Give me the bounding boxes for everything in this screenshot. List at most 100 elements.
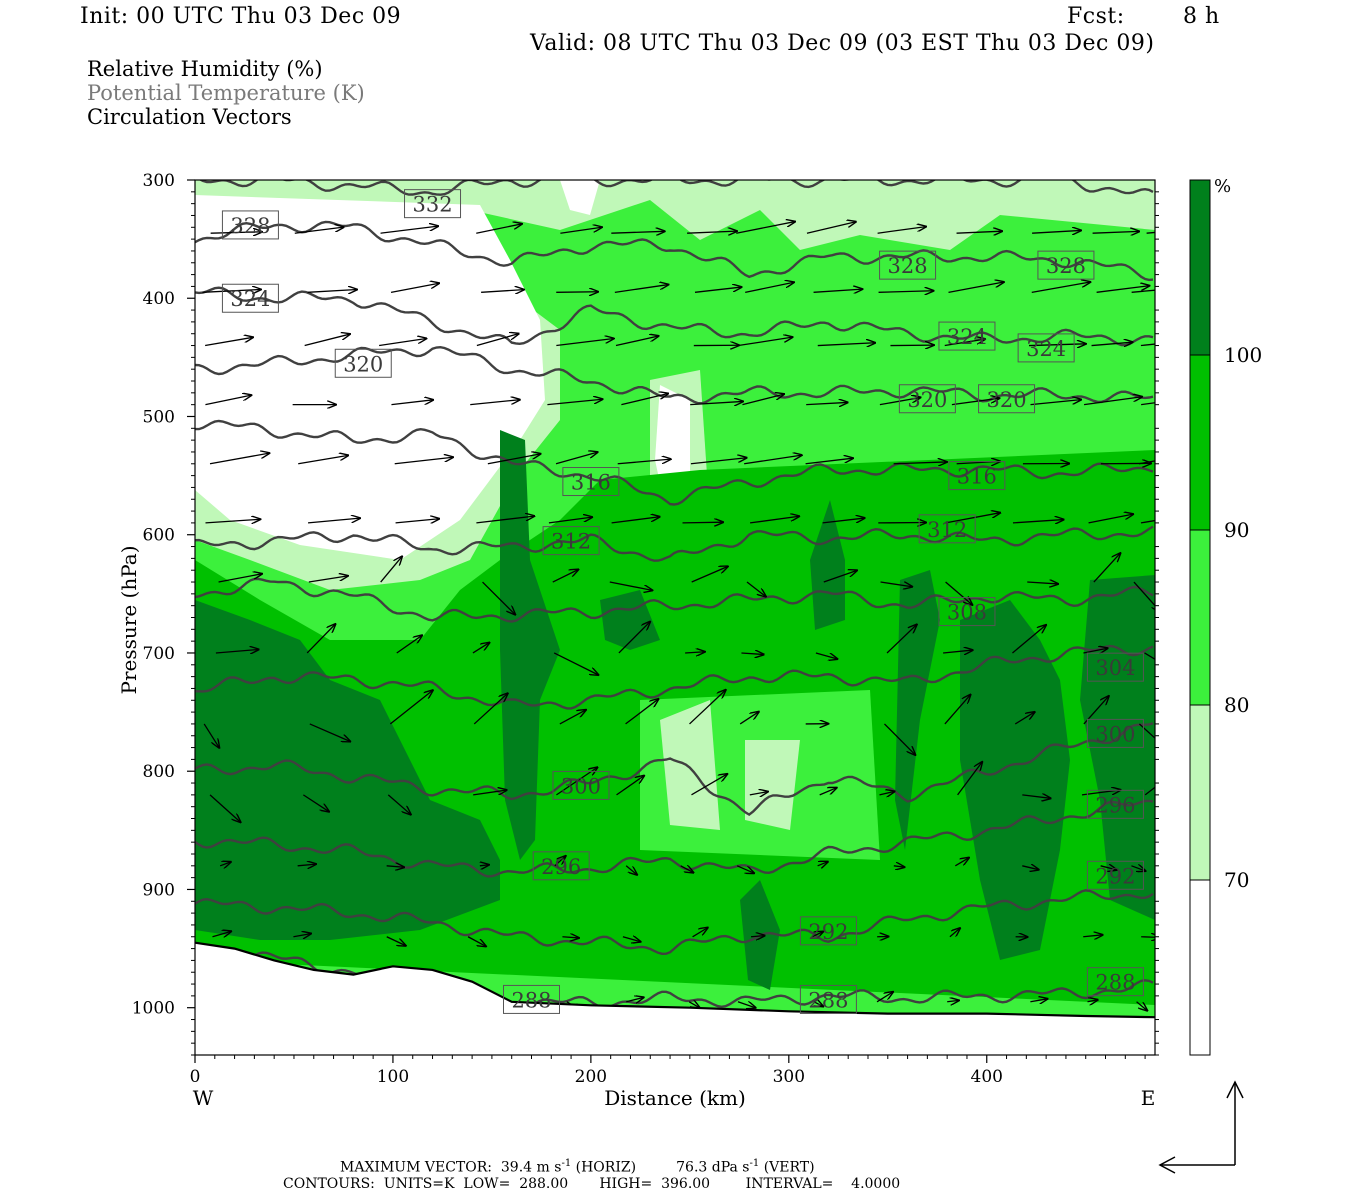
theta-label-box-316-1 (948, 461, 1006, 491)
vector-51 (879, 397, 921, 406)
vector-83 (1140, 519, 1155, 524)
vector-58 (394, 457, 453, 465)
x-tick-label-100: 100 (377, 1067, 409, 1087)
max-horiz-value: 39.4 m s (500, 1159, 562, 1176)
vector-4 (560, 227, 602, 234)
vector-82 (1088, 514, 1134, 524)
theta-label-box-320-0 (334, 348, 392, 378)
y-tick-label-800: 800 (143, 762, 175, 782)
vector-93 (880, 581, 913, 587)
vector-112 (203, 723, 219, 748)
vector-5 (611, 231, 664, 233)
theta-contour-300 (195, 722, 1154, 817)
theta-label-box-324-0 (221, 283, 279, 313)
vector-180 (1087, 1000, 1098, 1002)
vector-129 (473, 790, 506, 796)
vector-104 (685, 652, 705, 653)
theta-label-box-292-0 (799, 916, 857, 946)
rh-region-10 (195, 600, 500, 940)
theta-contour-304 (195, 644, 1154, 710)
vector-130 (556, 767, 597, 796)
vector-57 (298, 455, 348, 465)
vector-90 (691, 566, 728, 583)
theta-label-box-316-0 (562, 467, 620, 497)
vector-30 (379, 339, 426, 347)
vector-114 (389, 690, 432, 725)
theta-label-308-0: 308 (947, 601, 987, 625)
vector-52 (951, 398, 1000, 406)
rh-region-17 (600, 590, 660, 650)
vector-155 (293, 934, 311, 937)
rh-region-12 (895, 570, 940, 850)
vector-2 (380, 226, 439, 234)
vector-88 (552, 569, 579, 583)
theta-contour-312 (195, 525, 1154, 562)
vector-75 (611, 517, 660, 524)
colorbar: 100 90 80 70% (1189, 176, 1262, 1056)
max-horiz-exp: -1 (561, 1158, 572, 1169)
vector-135 (879, 791, 895, 794)
theta-label-box-296-0 (532, 851, 590, 881)
forecast-hour: 8 h (1183, 4, 1220, 29)
y-tick-label-400: 400 (143, 289, 175, 309)
theta-contour-316 (195, 419, 1154, 506)
vector-23 (878, 291, 934, 293)
theta-label-box-288-1 (799, 984, 857, 1014)
vector-161 (750, 936, 765, 937)
theta-label-328-1: 328 (888, 254, 928, 278)
theta-label-324-1: 324 (947, 325, 987, 349)
theta-label-box-288-2 (1086, 967, 1144, 997)
theta-label-box-328-1 (879, 250, 937, 280)
ground-surface (194, 941, 1156, 1055)
rh-region-13 (960, 600, 1070, 960)
vector-157 (467, 936, 486, 947)
vector-103 (618, 622, 650, 654)
vector-174 (688, 1002, 700, 1008)
legend-relative-humidity: Relative Humidity (%) (87, 57, 323, 81)
vector-181 (1136, 1001, 1148, 1011)
theta-label-320-0: 320 (343, 352, 383, 376)
vector-41 (1140, 343, 1155, 347)
vector-86 (380, 556, 402, 583)
rh-region-8 (560, 180, 600, 215)
valid-time: Valid: 08 UTC Thu 03 Dec 09 (03 EST Thu … (530, 31, 1155, 56)
vector-154 (212, 931, 231, 936)
vector-35 (738, 337, 792, 347)
vector-126 (209, 794, 240, 822)
max-horiz-tag: (HORIZ) (575, 1159, 637, 1176)
vector-102 (553, 652, 598, 675)
y-tick-label-500: 500 (143, 407, 175, 427)
vector-111 (1144, 652, 1155, 660)
theta-label-292-0: 292 (808, 920, 848, 944)
x-tick-label-300: 300 (773, 1067, 805, 1087)
vector-142 (386, 866, 405, 867)
vector-21 (745, 282, 794, 293)
vector-46 (547, 399, 602, 406)
vector-63 (744, 455, 802, 465)
vector-121 (884, 723, 915, 755)
theta-label-box-296-1 (1086, 789, 1144, 819)
vector-95 (1027, 582, 1058, 584)
theta-label-296-0: 296 (541, 855, 581, 879)
west-label: W (193, 1086, 214, 1110)
theta-label-box-312-0 (542, 526, 600, 556)
vector-106 (815, 652, 837, 659)
vector-18 (556, 292, 598, 293)
colorbar-segment-3 (1189, 704, 1211, 881)
rh-region-20 (745, 740, 800, 830)
vector-50 (806, 402, 847, 404)
vector-107 (886, 624, 917, 654)
colorbar-unit: % (1214, 176, 1231, 197)
vector-162 (811, 932, 823, 937)
vector-127 (302, 794, 329, 812)
theta-label-box-304-0 (1086, 652, 1144, 682)
vector-44 (391, 400, 433, 406)
vector-134 (819, 788, 837, 796)
forecast-label: Fcst: (1067, 4, 1125, 29)
vector-49 (742, 394, 784, 406)
vector-32 (556, 338, 613, 347)
vector-144 (554, 856, 566, 867)
theta-label-296-1: 296 (1095, 793, 1135, 817)
theta-label-324-0: 324 (230, 287, 270, 311)
vector-42 (205, 395, 251, 406)
